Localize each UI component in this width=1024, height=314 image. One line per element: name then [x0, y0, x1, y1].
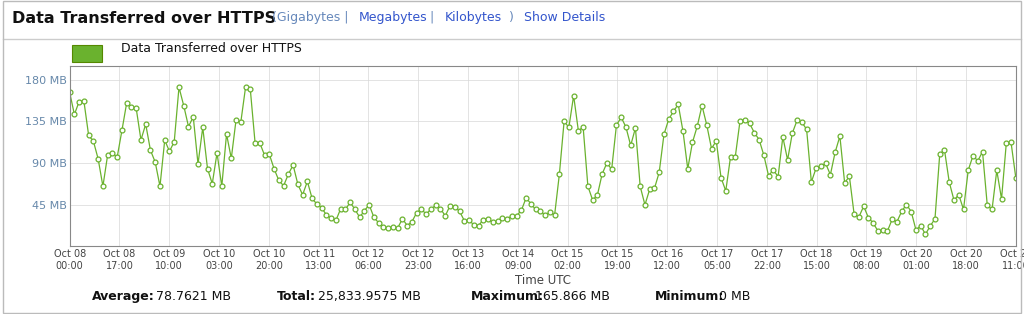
Text: ): ) — [509, 11, 522, 24]
Text: 0 MB: 0 MB — [719, 290, 751, 303]
Text: Data Transferred over HTTPS: Data Transferred over HTTPS — [12, 11, 276, 26]
FancyBboxPatch shape — [72, 45, 102, 62]
Text: Maximum:: Maximum: — [471, 290, 544, 303]
Text: Total:: Total: — [276, 290, 315, 303]
Text: Average:: Average: — [92, 290, 155, 303]
Text: Kilobytes: Kilobytes — [444, 11, 502, 24]
Text: 25,833.9575 MB: 25,833.9575 MB — [318, 290, 421, 303]
Text: |: | — [426, 11, 438, 24]
Text: Megabytes: Megabytes — [358, 11, 427, 24]
Text: Show Details: Show Details — [524, 11, 605, 24]
Text: Minimum:: Minimum: — [655, 290, 725, 303]
Text: 165.866 MB: 165.866 MB — [535, 290, 609, 303]
X-axis label: Time UTC: Time UTC — [515, 273, 570, 287]
Text: (Gigabytes |: (Gigabytes | — [268, 11, 353, 24]
Text: Data Transferred over HTTPS: Data Transferred over HTTPS — [121, 42, 302, 55]
Text: 78.7621 MB: 78.7621 MB — [156, 290, 230, 303]
